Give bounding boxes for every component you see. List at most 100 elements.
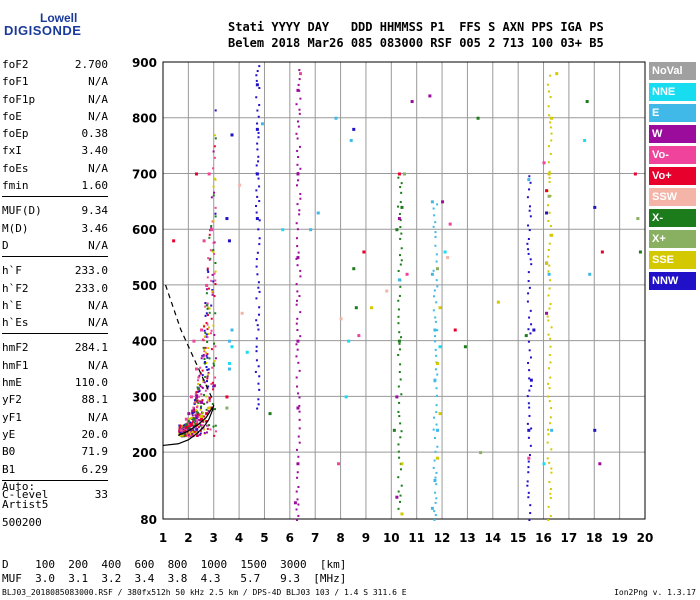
streak-point: [549, 416, 552, 419]
trace-point: [208, 400, 211, 403]
streak-point: [299, 192, 302, 195]
trace-point: [209, 428, 212, 431]
trace-point: [180, 425, 183, 428]
streak-point: [529, 444, 532, 447]
streak-point: [546, 83, 549, 86]
streak-point: [526, 196, 529, 199]
streak-point: [547, 145, 550, 148]
trace-point: [207, 410, 210, 413]
streak-point: [527, 361, 530, 364]
streak-point: [432, 269, 435, 272]
streak-point: [295, 322, 298, 325]
trace-point: [197, 426, 200, 429]
echo-point: [200, 414, 204, 418]
param-label: B1: [2, 462, 16, 476]
trace-point: [208, 236, 211, 239]
streak-point: [548, 211, 551, 214]
param-row: MUF(D) 9.34: [2, 202, 108, 219]
trace-point: [206, 336, 209, 339]
echo-point: [542, 161, 546, 165]
streak-point: [257, 177, 260, 180]
echo-point: [296, 256, 300, 260]
trace-point: [214, 282, 217, 285]
streak-point: [550, 326, 553, 329]
param-value: N/A: [88, 161, 108, 175]
echo-point: [550, 428, 554, 432]
streak-point: [528, 519, 531, 521]
streak-point: [434, 368, 437, 371]
trace-point: [179, 434, 182, 437]
file-info: BLJ03_2018085083000.RSF / 380fx512h 50 k…: [2, 588, 407, 597]
streak-point: [295, 355, 298, 358]
param-row: h`E N/A: [2, 297, 108, 314]
streak-point: [397, 443, 400, 446]
streak-point: [296, 120, 299, 123]
streak-point: [527, 340, 530, 343]
trace-point: [188, 435, 191, 438]
echo-point: [230, 345, 234, 349]
streak-point: [397, 315, 400, 318]
streak-point: [299, 275, 302, 278]
streak-point: [255, 79, 258, 82]
echo-point: [532, 328, 536, 332]
streak-point: [528, 188, 531, 191]
param-label: MUF(D): [2, 204, 42, 218]
trace-point: [193, 430, 196, 433]
param-value: N/A: [88, 298, 108, 312]
echo-point: [339, 317, 343, 321]
streak-point: [548, 242, 551, 245]
trace-point: [209, 332, 212, 335]
streak-point: [297, 251, 300, 254]
streak-point: [529, 332, 532, 335]
streak-point: [398, 370, 401, 373]
streak-point: [528, 377, 531, 380]
param-row: foF2 2.700: [2, 56, 108, 73]
trace-point: [206, 304, 209, 307]
streak-point: [434, 244, 437, 247]
param-separator: [2, 479, 108, 486]
echo-point: [212, 384, 216, 388]
trace-point: [206, 420, 209, 423]
trace-point: [188, 418, 191, 421]
legend-item: NNE: [649, 83, 696, 101]
trace-point: [200, 386, 203, 389]
trace-point: [188, 433, 191, 436]
param-row: C-level 33: [2, 486, 108, 503]
streak-point: [256, 251, 259, 254]
trace-point: [187, 421, 190, 424]
streak-point: [435, 387, 438, 390]
param-row: yE 20.0: [2, 426, 108, 443]
streak-point: [297, 514, 300, 517]
param-row: yF2 88.1: [2, 391, 108, 408]
trace-point: [178, 424, 181, 427]
trace-point: [199, 385, 202, 388]
streak-point: [298, 145, 301, 148]
trace-point: [199, 424, 202, 427]
param-label: B0: [2, 445, 16, 459]
streak-point: [433, 519, 436, 521]
param-value: 0.38: [81, 127, 109, 141]
trace-point: [213, 156, 216, 159]
streak-point: [547, 90, 550, 93]
legend-item: X+: [649, 230, 696, 248]
trace-point: [183, 433, 186, 436]
echo-point: [352, 127, 356, 131]
trace-point: [196, 390, 199, 393]
trace-point: [205, 362, 208, 365]
param-value: N/A: [88, 410, 108, 424]
streak-point: [298, 112, 301, 115]
streak-point: [527, 460, 530, 463]
trace-point: [196, 386, 199, 389]
streak-point: [529, 215, 532, 218]
trace-point: [196, 430, 199, 433]
streak-point: [295, 376, 298, 379]
streak-point: [528, 209, 531, 212]
streak-point: [547, 249, 550, 252]
trace-point: [206, 267, 209, 270]
streak-point: [434, 491, 437, 494]
trace-point: [212, 194, 215, 197]
streak-point: [399, 226, 402, 229]
trace-point: [198, 374, 201, 377]
echo-point: [524, 334, 528, 338]
streak-point: [435, 260, 438, 263]
